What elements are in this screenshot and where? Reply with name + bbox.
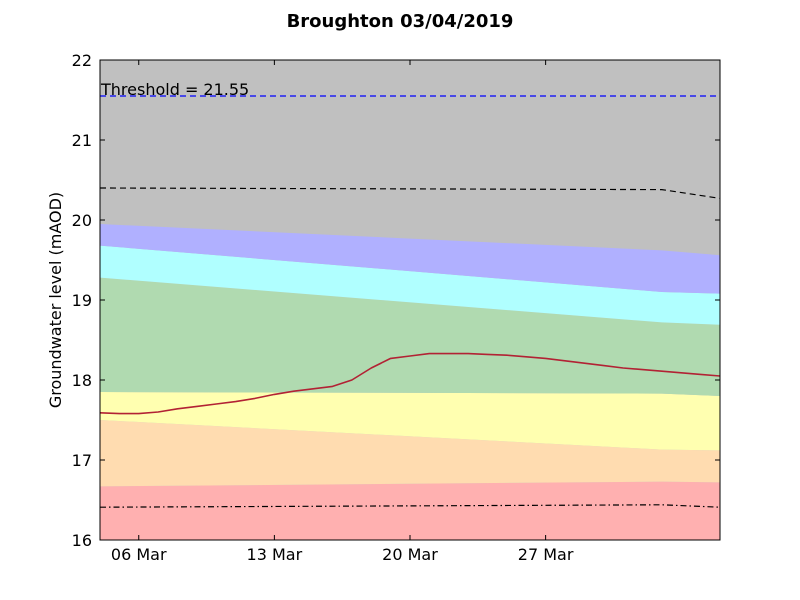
y-tick-label-19: 19 xyxy=(72,291,92,310)
x-tick-label-27-Mar: 27 Mar xyxy=(518,545,574,564)
y-tick-label-20: 20 xyxy=(72,211,92,230)
band-4 xyxy=(100,277,720,396)
reference-line-2 xyxy=(99,187,721,199)
x-tick-label-06-Mar: 06 Mar xyxy=(111,545,167,564)
series-line-1 xyxy=(99,352,721,415)
chart-title: Broughton 03/04/2019 xyxy=(287,11,514,32)
y-tick-label-18: 18 xyxy=(72,371,92,390)
y-tick-label-16: 16 xyxy=(72,531,92,550)
band-2 xyxy=(100,420,720,487)
x-tick-label-20-Mar: 20 Mar xyxy=(382,545,438,564)
x-tick-label-13-Mar: 13 Mar xyxy=(247,545,303,564)
y-tick-label-21: 21 xyxy=(72,131,92,150)
band-6 xyxy=(100,224,720,294)
band-1 xyxy=(100,481,720,540)
band-3 xyxy=(100,392,720,451)
y-tick-label-22: 22 xyxy=(72,51,92,70)
annotation-1: Threshold = 21.55 xyxy=(100,80,249,99)
band-5 xyxy=(100,245,720,325)
y-axis-label: Groundwater level (mAOD) xyxy=(46,192,65,408)
y-tick-label-17: 17 xyxy=(72,451,92,470)
